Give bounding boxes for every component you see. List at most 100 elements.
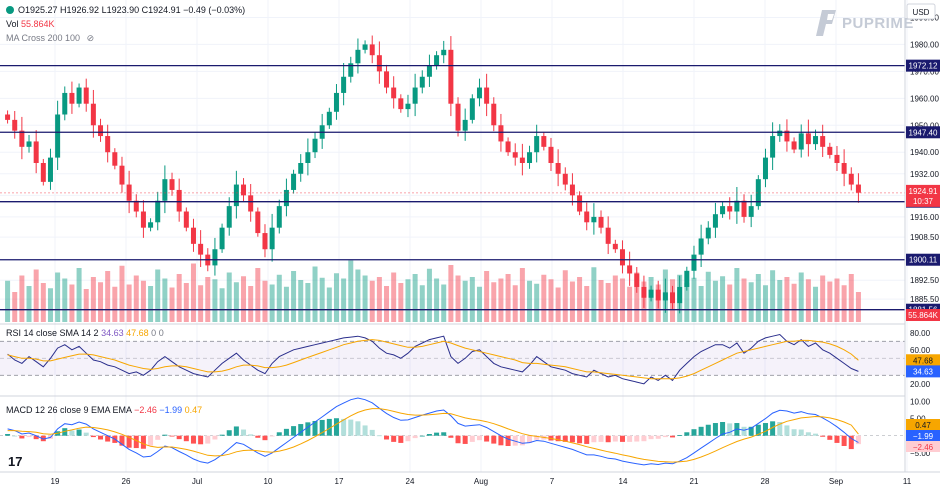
macd-histogram-bar [391, 435, 397, 442]
candle-body [269, 227, 275, 250]
volume-bar [555, 287, 561, 322]
ma-label[interactable]: MA Cross 200 100 [6, 33, 81, 43]
macd-histogram-bar [419, 435, 425, 437]
volume-bar [755, 274, 761, 322]
rsi-extra-value-2: 0 [158, 328, 164, 338]
macd-histogram-bar [784, 425, 790, 436]
volume-value: 55.864K [21, 19, 55, 29]
volume-bar [212, 279, 218, 322]
macd-histogram-bar [69, 430, 75, 436]
macd-badge [906, 441, 940, 452]
candle-body [40, 163, 46, 182]
rsi-label[interactable]: RSI 14 close SMA 14 2 [6, 328, 99, 338]
candle-body [455, 103, 461, 131]
macd-legend: MACD 12 26 close 9 EMA EMA −2.46 −1.99 0… [6, 405, 202, 415]
macd-histogram-bar [684, 432, 690, 436]
candle-body [476, 87, 482, 99]
candle-body [712, 214, 718, 228]
candle-body [119, 165, 125, 185]
macd-histogram-bar [205, 435, 211, 444]
time-tick-label: 14 [619, 477, 628, 486]
candle-body [705, 227, 711, 239]
rsi-tick-label: 60.00 [910, 346, 931, 355]
candle-body [405, 103, 411, 110]
rsi-tick-label: 80.00 [910, 329, 931, 338]
candle-body [698, 238, 704, 255]
price-tick-label: 1908.50 [910, 233, 939, 242]
candle-body [734, 200, 740, 212]
volume-bar [190, 263, 196, 322]
candle-body [684, 270, 690, 287]
volume-bar [455, 275, 461, 322]
candle-body [305, 152, 311, 163]
macd-histogram-bar [348, 419, 354, 436]
candle-body [12, 119, 18, 131]
currency-button-frame[interactable] [906, 3, 936, 20]
volume-bar [162, 278, 168, 322]
macd-badge-label: −2.46 [913, 443, 934, 452]
macd-histogram-bar [820, 435, 826, 437]
volume-bar [476, 286, 482, 322]
volume-bar [569, 281, 575, 322]
macd-histogram-bar [569, 435, 575, 443]
macd-value: −1.99 [159, 405, 183, 415]
candle-body [298, 163, 304, 174]
macd-histogram-bar [741, 426, 747, 436]
macd-histogram-bar [798, 429, 804, 436]
volume-bar [76, 268, 82, 322]
volume-bar [391, 272, 397, 322]
macd-histogram-bar [369, 429, 375, 436]
volume-bar [405, 279, 411, 322]
volume-bar [47, 288, 53, 322]
macd-histogram-bar [641, 435, 647, 442]
volume-bar [119, 265, 125, 322]
candle-body [255, 211, 261, 234]
volume-badge-label: 55.864K [908, 311, 938, 320]
volume-bar [376, 277, 382, 322]
macd-histogram-bar [720, 422, 726, 436]
price-tick-label: 1916.00 [910, 213, 939, 222]
macd-histogram-bar [476, 435, 482, 441]
candle-body [169, 179, 175, 190]
macd-histogram-bar [434, 432, 440, 436]
macd-histogram-bar [169, 435, 175, 437]
macd-histogram-bar [269, 435, 275, 437]
macd-histogram-bar [448, 435, 454, 438]
macd-histogram-bar [612, 435, 618, 442]
candle-body [619, 249, 625, 266]
macd-histogram-bar [777, 422, 783, 436]
volume-bar [126, 284, 132, 322]
macd-tick-label: 10.00 [910, 397, 931, 406]
candle-body [841, 163, 847, 174]
candle-body [548, 146, 554, 163]
volume-bar [241, 276, 247, 322]
volume-bar [770, 270, 776, 322]
candle-body [584, 211, 590, 223]
macd-badge-label: 0.47 [915, 421, 931, 430]
volume-bar [684, 283, 690, 322]
candle-body [755, 179, 761, 207]
volume-bar [291, 271, 297, 322]
candle-body [748, 206, 754, 217]
currency-button[interactable]: USD [906, 3, 936, 20]
macd-histogram-bar [426, 434, 432, 436]
macd-hist-value: −2.46 [134, 405, 157, 415]
volume-legend: Vol 55.864K [6, 19, 55, 29]
candle-body [348, 63, 354, 77]
macd-histogram-bar [76, 429, 82, 436]
eye-hidden-icon[interactable]: ⊘ [86, 33, 95, 43]
time-axis[interactable]: 19 26 Jul 10 17 24 Aug 7 14 21 28 Sep 11 [51, 477, 912, 486]
macd-histogram-bar [770, 421, 776, 436]
volume-bar [491, 282, 497, 322]
macd-histogram-bar [405, 435, 411, 442]
rsi-legend: RSI 14 close SMA 14 2 34.63 47.68 0 0 [6, 328, 164, 338]
volume-bar [448, 265, 454, 322]
macd-label[interactable]: MACD 12 26 close 9 EMA EMA [6, 405, 132, 415]
volume-bar [748, 282, 754, 322]
candle-body [198, 243, 204, 255]
candle-body [784, 130, 790, 142]
currency-button-label[interactable]: USD [913, 8, 930, 17]
ohlc-values: O1925.27 H1926.92 L1923.90 C1924.91 −0.4… [18, 5, 246, 15]
tradingview-logo-icon[interactable]: 17 [8, 454, 22, 469]
